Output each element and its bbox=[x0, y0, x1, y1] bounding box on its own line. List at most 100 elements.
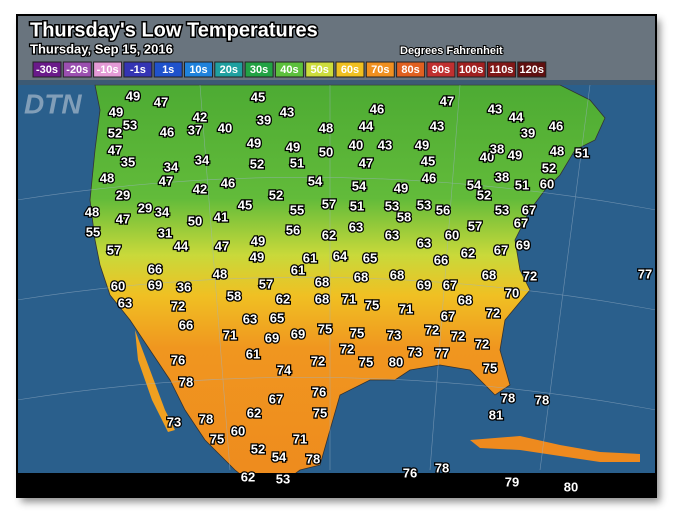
temperature: 58 bbox=[227, 288, 241, 303]
temperature: 77 bbox=[638, 266, 652, 281]
temperature: 78 bbox=[306, 451, 320, 466]
temperature: 44 bbox=[174, 238, 189, 253]
temperature: 53 bbox=[276, 471, 290, 486]
temperature: 71 bbox=[399, 301, 413, 316]
temperature: 42 bbox=[193, 109, 207, 124]
legend-swatch bbox=[184, 61, 213, 78]
temperature: 57 bbox=[107, 242, 121, 257]
temperature: 61 bbox=[303, 250, 317, 265]
legend-label: -20s bbox=[66, 64, 88, 76]
temperature: 38 bbox=[490, 141, 504, 156]
temperature: 61 bbox=[246, 346, 260, 361]
graticule bbox=[16, 84, 657, 471]
legend-label: 70s bbox=[371, 64, 389, 76]
temperature: 54 bbox=[308, 173, 323, 188]
temperature: 49 bbox=[250, 249, 264, 264]
temperature: 70 bbox=[505, 285, 519, 300]
legend-label: 10s bbox=[189, 64, 207, 76]
temperature: 53 bbox=[385, 198, 399, 213]
legend-label: 40s bbox=[280, 64, 298, 76]
legend-label: 90s bbox=[432, 64, 450, 76]
legend-label: 1s bbox=[162, 64, 174, 76]
footer-band bbox=[17, 473, 656, 497]
temperature: 76 bbox=[171, 352, 185, 367]
legend-swatch bbox=[426, 61, 456, 78]
temperature: 71 bbox=[342, 291, 356, 306]
temperature: 63 bbox=[417, 235, 431, 250]
temperature: 46 bbox=[160, 124, 174, 139]
temperature: 50 bbox=[188, 213, 202, 228]
temperature: 62 bbox=[247, 405, 261, 420]
temperature: 58 bbox=[397, 209, 411, 224]
temperature: 54 bbox=[272, 449, 287, 464]
temperature: 80 bbox=[564, 479, 578, 494]
logo: DTN bbox=[24, 88, 82, 119]
legend-swatch bbox=[335, 61, 365, 78]
temperature: 62 bbox=[461, 245, 475, 260]
temperature: 53 bbox=[417, 197, 431, 212]
temperature: 78 bbox=[199, 411, 213, 426]
temperature: 51 bbox=[290, 155, 304, 170]
temperature: 55 bbox=[86, 224, 100, 239]
temperature: 78 bbox=[435, 460, 449, 475]
units: Degrees Fahrenheit bbox=[400, 45, 503, 57]
temperature: 72 bbox=[171, 298, 185, 313]
temperature: 72 bbox=[486, 305, 500, 320]
temperature: 45 bbox=[251, 89, 265, 104]
temperature: 48 bbox=[85, 204, 99, 219]
island bbox=[470, 436, 640, 462]
land bbox=[89, 84, 606, 491]
temperature: 35 bbox=[121, 154, 135, 169]
legend-swatch bbox=[153, 61, 183, 78]
temperature: 48 bbox=[213, 266, 227, 281]
legend-label: 20s bbox=[220, 64, 238, 76]
temperature: 63 bbox=[349, 219, 363, 234]
temperature: 67 bbox=[269, 391, 283, 406]
temperature: 54 bbox=[467, 177, 482, 192]
temperature: 49 bbox=[251, 233, 265, 248]
subtitle: Thursday, Sep 15, 2016 bbox=[30, 41, 173, 56]
temperature: 61 bbox=[291, 262, 305, 277]
temperature: 67 bbox=[514, 215, 528, 230]
temperature: 43 bbox=[488, 101, 502, 116]
temperature: 69 bbox=[417, 277, 431, 292]
temperature: 49 bbox=[415, 137, 429, 152]
temperature: 71 bbox=[293, 431, 307, 446]
legend-label: 60s bbox=[341, 64, 359, 76]
temperature: 56 bbox=[436, 202, 450, 217]
legend-swatch bbox=[214, 61, 244, 78]
temperature: 34 bbox=[195, 152, 210, 167]
temperature: 64 bbox=[333, 248, 348, 263]
temperature: 50 bbox=[319, 144, 333, 159]
temperature: 65 bbox=[363, 250, 377, 265]
temperature: 48 bbox=[319, 120, 333, 135]
temperature: 51 bbox=[350, 198, 364, 213]
temperature: 49 bbox=[247, 135, 261, 150]
temperature: 79 bbox=[505, 474, 519, 489]
temperature: 75 bbox=[483, 360, 497, 375]
temperature: 47 bbox=[359, 155, 373, 170]
legend-swatch bbox=[487, 61, 516, 78]
temperature: 47 bbox=[108, 142, 122, 157]
legend-swatch bbox=[62, 61, 92, 78]
temperature: 72 bbox=[475, 336, 489, 351]
legend-swatch bbox=[32, 61, 62, 78]
temperature: 40 bbox=[349, 137, 363, 152]
temperature: 75 bbox=[210, 431, 224, 446]
temperature: 73 bbox=[167, 414, 181, 429]
temperature: 40 bbox=[218, 120, 232, 135]
temperature: 40 bbox=[480, 149, 494, 164]
temperature: 45 bbox=[238, 197, 252, 212]
temperature: 60 bbox=[231, 423, 245, 438]
temperature: 44 bbox=[509, 109, 524, 124]
temperature: 72 bbox=[451, 328, 465, 343]
temperature: 67 bbox=[522, 202, 536, 217]
temperature: 75 bbox=[359, 354, 373, 369]
legend-label: 30s bbox=[250, 64, 268, 76]
temperature: 68 bbox=[458, 292, 472, 307]
temperature: 49 bbox=[126, 88, 140, 103]
legend-swatch bbox=[305, 61, 335, 78]
legend-label: -1s bbox=[130, 64, 146, 76]
